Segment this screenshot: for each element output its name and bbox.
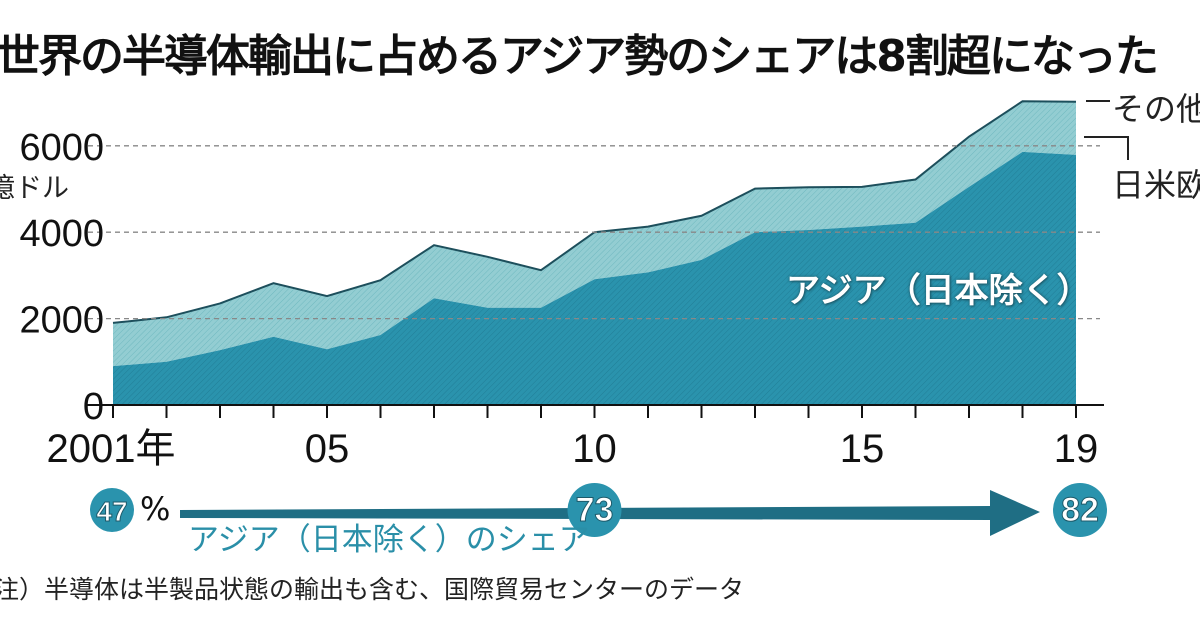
asia-series-label: アジア（日本除く） [786,271,1091,311]
share-value: 47 [96,496,127,527]
legend-leader-jue [1084,136,1129,160]
share-circle [1053,483,1107,537]
legend-japan-us-europe: 日米欧 [1112,166,1200,204]
x-tick-label: 15 [840,427,885,471]
y-axis-unit: 億ドル [0,173,69,204]
x-tick-label: 10 [572,427,617,471]
share-value: 82 [1061,491,1099,529]
x-tick-label: 2001年 [47,427,176,471]
y-tick-label: 4000 [19,213,104,255]
area-other [113,101,1076,367]
x-tick-label: 19 [1054,427,1099,471]
share-label: アジア（日本除く）のシェア [188,522,590,558]
chart-title: 世界の半導体輸出に占めるアジア勢のシェアは8割超になった [0,31,1159,82]
share-circle [90,488,134,532]
area-asia [113,151,1076,405]
y-tick-label: 0 [83,386,104,428]
legend-other: その他 [1112,90,1200,128]
share-unit: % [140,490,171,528]
x-tick-label: 05 [305,427,350,471]
y-tick-label: 2000 [19,300,104,342]
share-value: 73 [576,491,614,529]
footnote: 注）半導体は半製品状態の輸出も含む、国際貿易センターのデータ [0,575,745,604]
y-tick-label: 6000 [19,127,104,169]
share-circle [567,483,622,537]
